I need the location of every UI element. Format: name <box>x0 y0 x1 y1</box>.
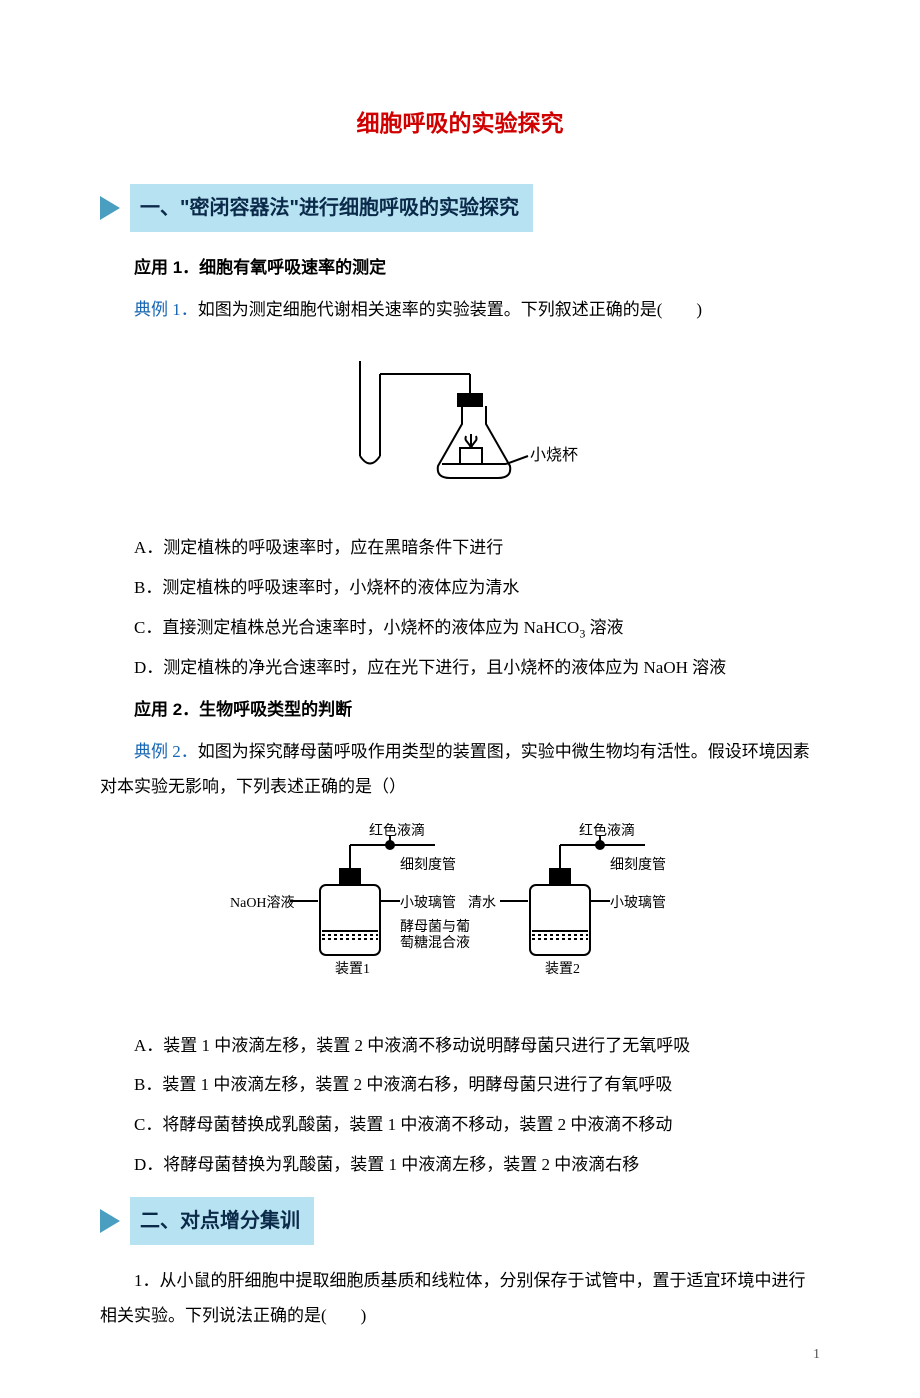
app2-heading: 应用 2．生物呼吸类型的判断 <box>100 692 820 728</box>
section-1-triangle-icon <box>100 196 120 220</box>
page: 细胞呼吸的实验探究 一、"密闭容器法"进行细胞呼吸的实验探究 应用 1．细胞有氧… <box>0 0 920 1398</box>
section-1-heading: 一、"密闭容器法"进行细胞呼吸的实验探究 <box>130 184 533 232</box>
fig2-glass-tube-2: 小玻璃管 <box>610 894 666 911</box>
q1-option-b: B．测定植株的呼吸速率时，小烧杯的液体应为清水 <box>100 570 820 606</box>
section-2-heading: 二、对点增分集训 <box>130 1197 314 1245</box>
figure-1-svg: 小烧杯 <box>330 346 590 496</box>
section-2-triangle-icon <box>100 1209 120 1233</box>
fig2-mix2: 萄糖混合液 <box>400 935 470 951</box>
example2-text: 如图为探究酵母菌呼吸作用类型的装置图，实验中微生物均有活性。假设环境因素对本实验… <box>100 742 810 797</box>
figure-2: 红色液滴 细刻度管 小玻璃管 NaOH溶液 酵母菌与葡 萄糖混合液 装置1 <box>100 823 820 1006</box>
fig2-glass-tube-1: 小玻璃管 <box>400 894 456 911</box>
section2-q1: 1．从小鼠的肝细胞中提取细胞质基质和线粒体，分别保存于试管中，置于适宜环境中进行… <box>100 1263 820 1334</box>
fig2-fine-tube-2: 细刻度管 <box>610 857 666 873</box>
q1-option-c-post: 溶液 <box>585 618 623 637</box>
fig2-mix1: 酵母菌与葡 <box>400 919 470 935</box>
fig2-dev2-label: 装置2 <box>545 961 580 977</box>
section-1-header: 一、"密闭容器法"进行细胞呼吸的实验探究 <box>100 184 820 232</box>
q1-option-c-pre: C．直接测定植株总光合速率时，小烧杯的液体应为 NaHCO <box>134 618 579 637</box>
section-2-header: 二、对点增分集训 <box>100 1197 820 1245</box>
figure-1: 小烧杯 <box>100 346 820 509</box>
page-title: 细胞呼吸的实验探究 <box>100 100 820 148</box>
q1-option-c: C．直接测定植株总光合速率时，小烧杯的液体应为 NaHCO3 溶液 <box>100 610 820 647</box>
q2-option-c: C．将酵母菌替换成乳酸菌，装置 1 中液滴不移动，装置 2 中液滴不移动 <box>100 1107 820 1143</box>
fig2-red-drop-2: 红色液滴 <box>579 823 635 839</box>
q2-option-a: A．装置 1 中液滴左移，装置 2 中液滴不移动说明酵母菌只进行了无氧呼吸 <box>100 1028 820 1064</box>
fig1-beaker-label: 小烧杯 <box>530 446 578 464</box>
example1-text: 如图为测定细胞代谢相关速率的实验装置。下列叙述正确的是( ) <box>198 300 702 319</box>
fig2-dev1-label: 装置1 <box>335 961 370 977</box>
fig2-fine-tube-1: 细刻度管 <box>400 857 456 873</box>
q2-option-b: B．装置 1 中液滴左移，装置 2 中液滴右移，明酵母菌只进行了有氧呼吸 <box>100 1067 820 1103</box>
page-number: 1 <box>813 1340 820 1369</box>
example1-label: 典例 1． <box>134 300 198 319</box>
q2-option-d: D．将酵母菌替换为乳酸菌，装置 1 中液滴左移，装置 2 中液滴右移 <box>100 1147 820 1183</box>
fig2-red-drop-1: 红色液滴 <box>369 823 425 839</box>
q1-option-d: D．测定植株的净光合速率时，应在光下进行，且小烧杯的液体应为 NaOH 溶液 <box>100 650 820 686</box>
fig2-water-label: 清水 <box>468 895 496 911</box>
example2-line: 典例 2．如图为探究酵母菌呼吸作用类型的装置图，实验中微生物均有活性。假设环境因… <box>100 734 820 805</box>
q1-option-a: A．测定植株的呼吸速率时，应在黑暗条件下进行 <box>100 530 820 566</box>
example2-label: 典例 2． <box>134 742 198 761</box>
example1-line: 典例 1．如图为测定细胞代谢相关速率的实验装置。下列叙述正确的是( ) <box>100 292 820 328</box>
fig2-naoh-label: NaOH溶液 <box>230 895 295 911</box>
app1-heading: 应用 1．细胞有氧呼吸速率的测定 <box>100 250 820 286</box>
figure-2-svg: 红色液滴 细刻度管 小玻璃管 NaOH溶液 酵母菌与葡 萄糖混合液 装置1 <box>230 823 690 993</box>
